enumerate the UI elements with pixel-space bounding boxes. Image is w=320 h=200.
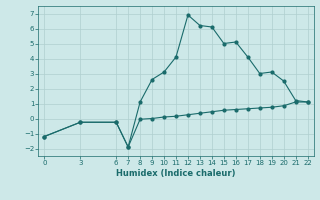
X-axis label: Humidex (Indice chaleur): Humidex (Indice chaleur)	[116, 169, 236, 178]
